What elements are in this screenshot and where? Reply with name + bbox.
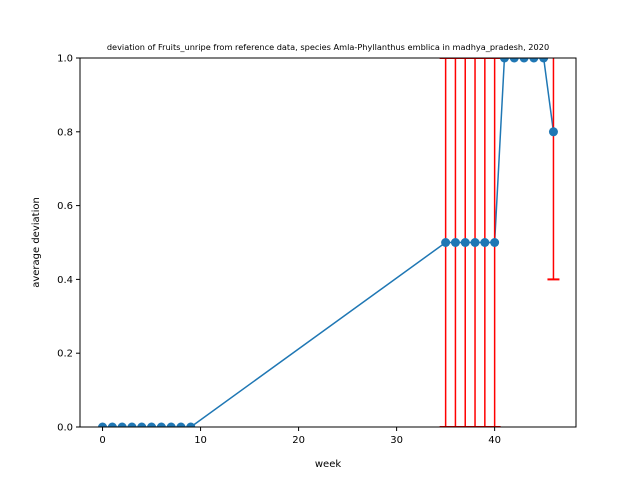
data-point (519, 58, 529, 63)
data-point (137, 422, 147, 427)
x-tick-label: 30 (390, 435, 403, 446)
data-point (529, 58, 539, 63)
data-point (127, 422, 137, 427)
data-point (539, 58, 549, 63)
chart-title: deviation of Fruits_unripe from referenc… (107, 42, 549, 52)
y-tick-label: 0.2 (57, 349, 73, 360)
y-tick-label: 0.8 (57, 127, 73, 138)
data-point (548, 127, 558, 137)
x-axis-label: week (315, 459, 341, 470)
data-point (441, 238, 451, 247)
data-point (166, 422, 176, 427)
data-point (490, 238, 500, 247)
data-point (480, 238, 490, 247)
y-axis-label: average deviation (31, 197, 42, 288)
data-point (186, 422, 196, 427)
y-tick-label: 1.0 (57, 54, 73, 65)
data-point (470, 238, 480, 247)
data-point (460, 238, 470, 247)
data-point (107, 422, 117, 427)
plot-frame (79, 57, 577, 428)
series-line (102, 58, 555, 427)
x-tick-label: 20 (292, 435, 305, 446)
x-tick-label: 0 (99, 435, 105, 446)
data-point (450, 238, 460, 247)
data-point (176, 422, 186, 427)
axis-ticks: 0 10 20 30 40 0.0 0.2 0.4 0.6 0.8 1.0 (57, 54, 501, 447)
x-tick-label: 40 (488, 435, 501, 446)
data-point (156, 422, 166, 427)
y-tick-label: 0.0 (57, 423, 73, 434)
data-point (509, 58, 519, 63)
data-point (98, 422, 108, 427)
data-point (499, 58, 509, 63)
plot-marks (98, 58, 560, 427)
y-tick-label: 0.4 (57, 275, 73, 286)
x-tick-label: 10 (194, 435, 207, 446)
data-point (117, 422, 127, 427)
y-tick-label: 0.6 (57, 201, 73, 212)
data-point (147, 422, 157, 427)
